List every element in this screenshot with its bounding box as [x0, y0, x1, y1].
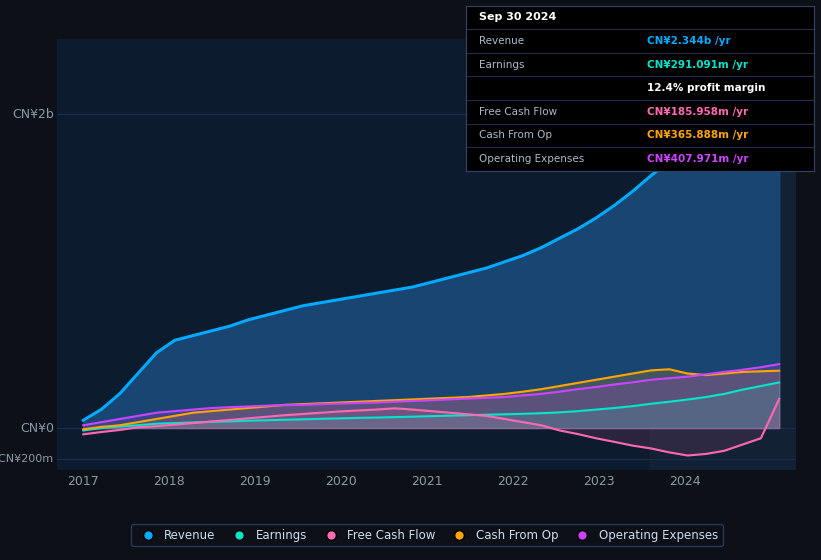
- Text: CN¥2.344b /yr: CN¥2.344b /yr: [647, 36, 731, 46]
- Text: Cash From Op: Cash From Op: [479, 130, 553, 141]
- Text: CN¥407.971m /yr: CN¥407.971m /yr: [647, 154, 749, 164]
- Bar: [650, 39, 796, 470]
- Text: Sep 30 2024: Sep 30 2024: [479, 12, 557, 22]
- Text: -CN¥200m: -CN¥200m: [0, 454, 54, 464]
- Text: CN¥0: CN¥0: [20, 422, 54, 435]
- Legend: Revenue, Earnings, Free Cash Flow, Cash From Op, Operating Expenses: Revenue, Earnings, Free Cash Flow, Cash …: [131, 524, 722, 547]
- Text: CN¥2b: CN¥2b: [12, 108, 54, 121]
- Text: Earnings: Earnings: [479, 59, 525, 69]
- Text: 12.4% profit margin: 12.4% profit margin: [647, 83, 765, 93]
- Text: CN¥291.091m /yr: CN¥291.091m /yr: [647, 59, 748, 69]
- Text: Operating Expenses: Operating Expenses: [479, 154, 585, 164]
- Text: CN¥185.958m /yr: CN¥185.958m /yr: [647, 107, 748, 117]
- Text: CN¥365.888m /yr: CN¥365.888m /yr: [647, 130, 748, 141]
- Text: Free Cash Flow: Free Cash Flow: [479, 107, 557, 117]
- Text: Revenue: Revenue: [479, 36, 525, 46]
